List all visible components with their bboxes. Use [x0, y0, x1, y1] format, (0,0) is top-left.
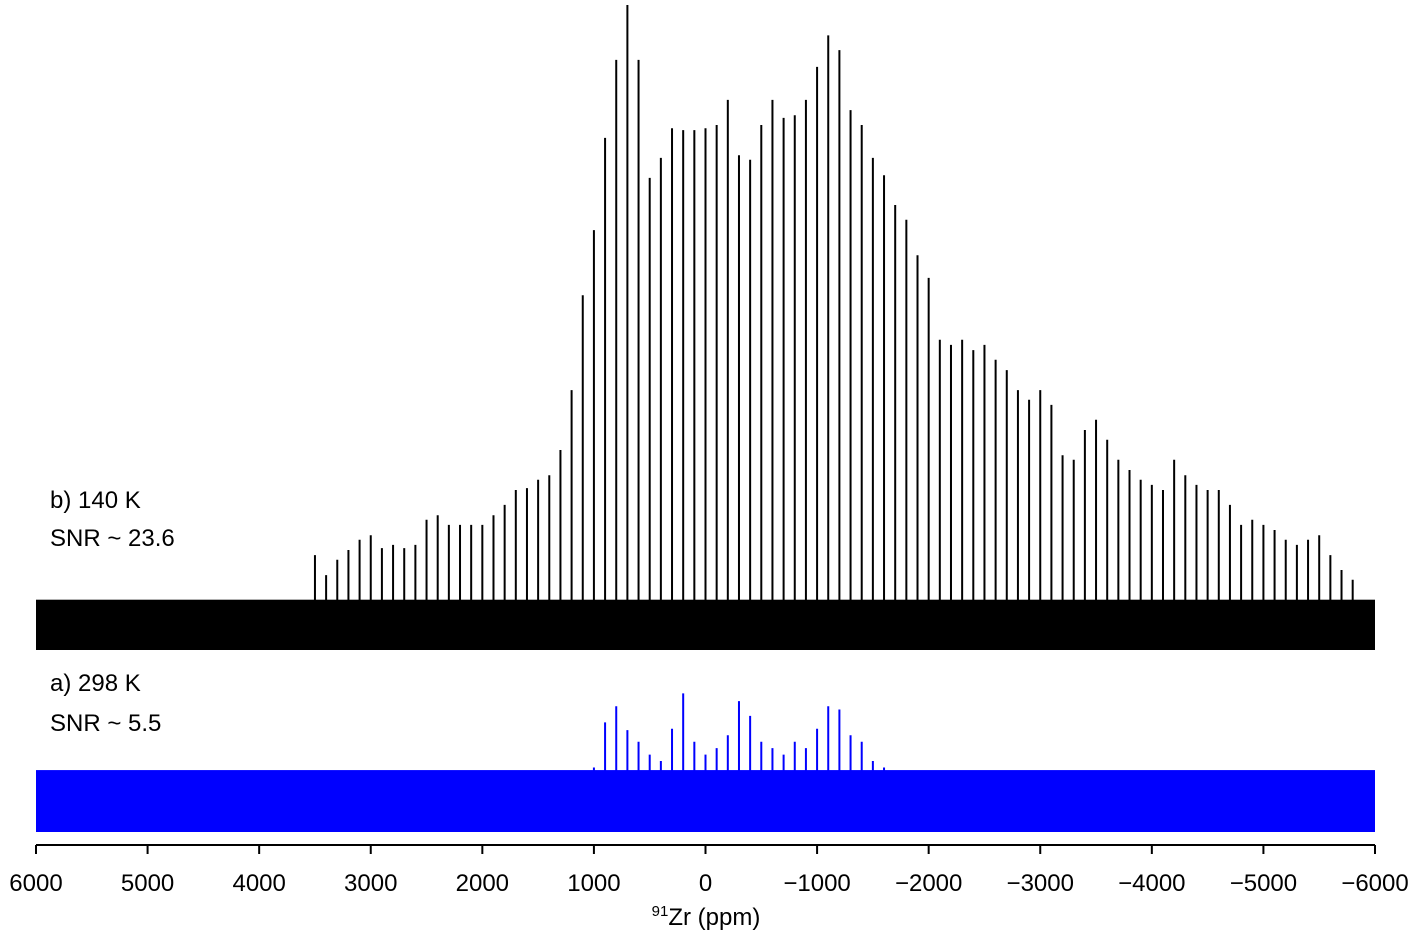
- series-label: a) 298 K: [50, 670, 141, 697]
- series-label: b) 140 K: [50, 487, 141, 514]
- x-tick-label: −5000: [1230, 870, 1297, 897]
- x-tick-label: −3000: [1007, 870, 1074, 897]
- x-label-sup: 91: [652, 903, 669, 920]
- x-tick-label: −6000: [1341, 870, 1408, 897]
- snr-label: SNR ~ 23.6: [50, 525, 175, 552]
- x-axis-label: 91Zr (ppm): [652, 903, 761, 931]
- x-tick-label: −4000: [1118, 870, 1185, 897]
- snr-label: SNR ~ 5.5: [50, 710, 161, 737]
- x-tick-label: 1000: [567, 870, 620, 897]
- x-tick-label: −2000: [895, 870, 962, 897]
- x-tick-label: 5000: [121, 870, 174, 897]
- x-tick-label: 0: [699, 870, 712, 897]
- x-tick-label: 2000: [456, 870, 509, 897]
- x-tick-label: 6000: [9, 870, 62, 897]
- x-tick-label: −1000: [783, 870, 850, 897]
- x-label-text: Zr (ppm): [668, 904, 760, 931]
- x-tick-label: 4000: [232, 870, 285, 897]
- x-tick-label: 3000: [344, 870, 397, 897]
